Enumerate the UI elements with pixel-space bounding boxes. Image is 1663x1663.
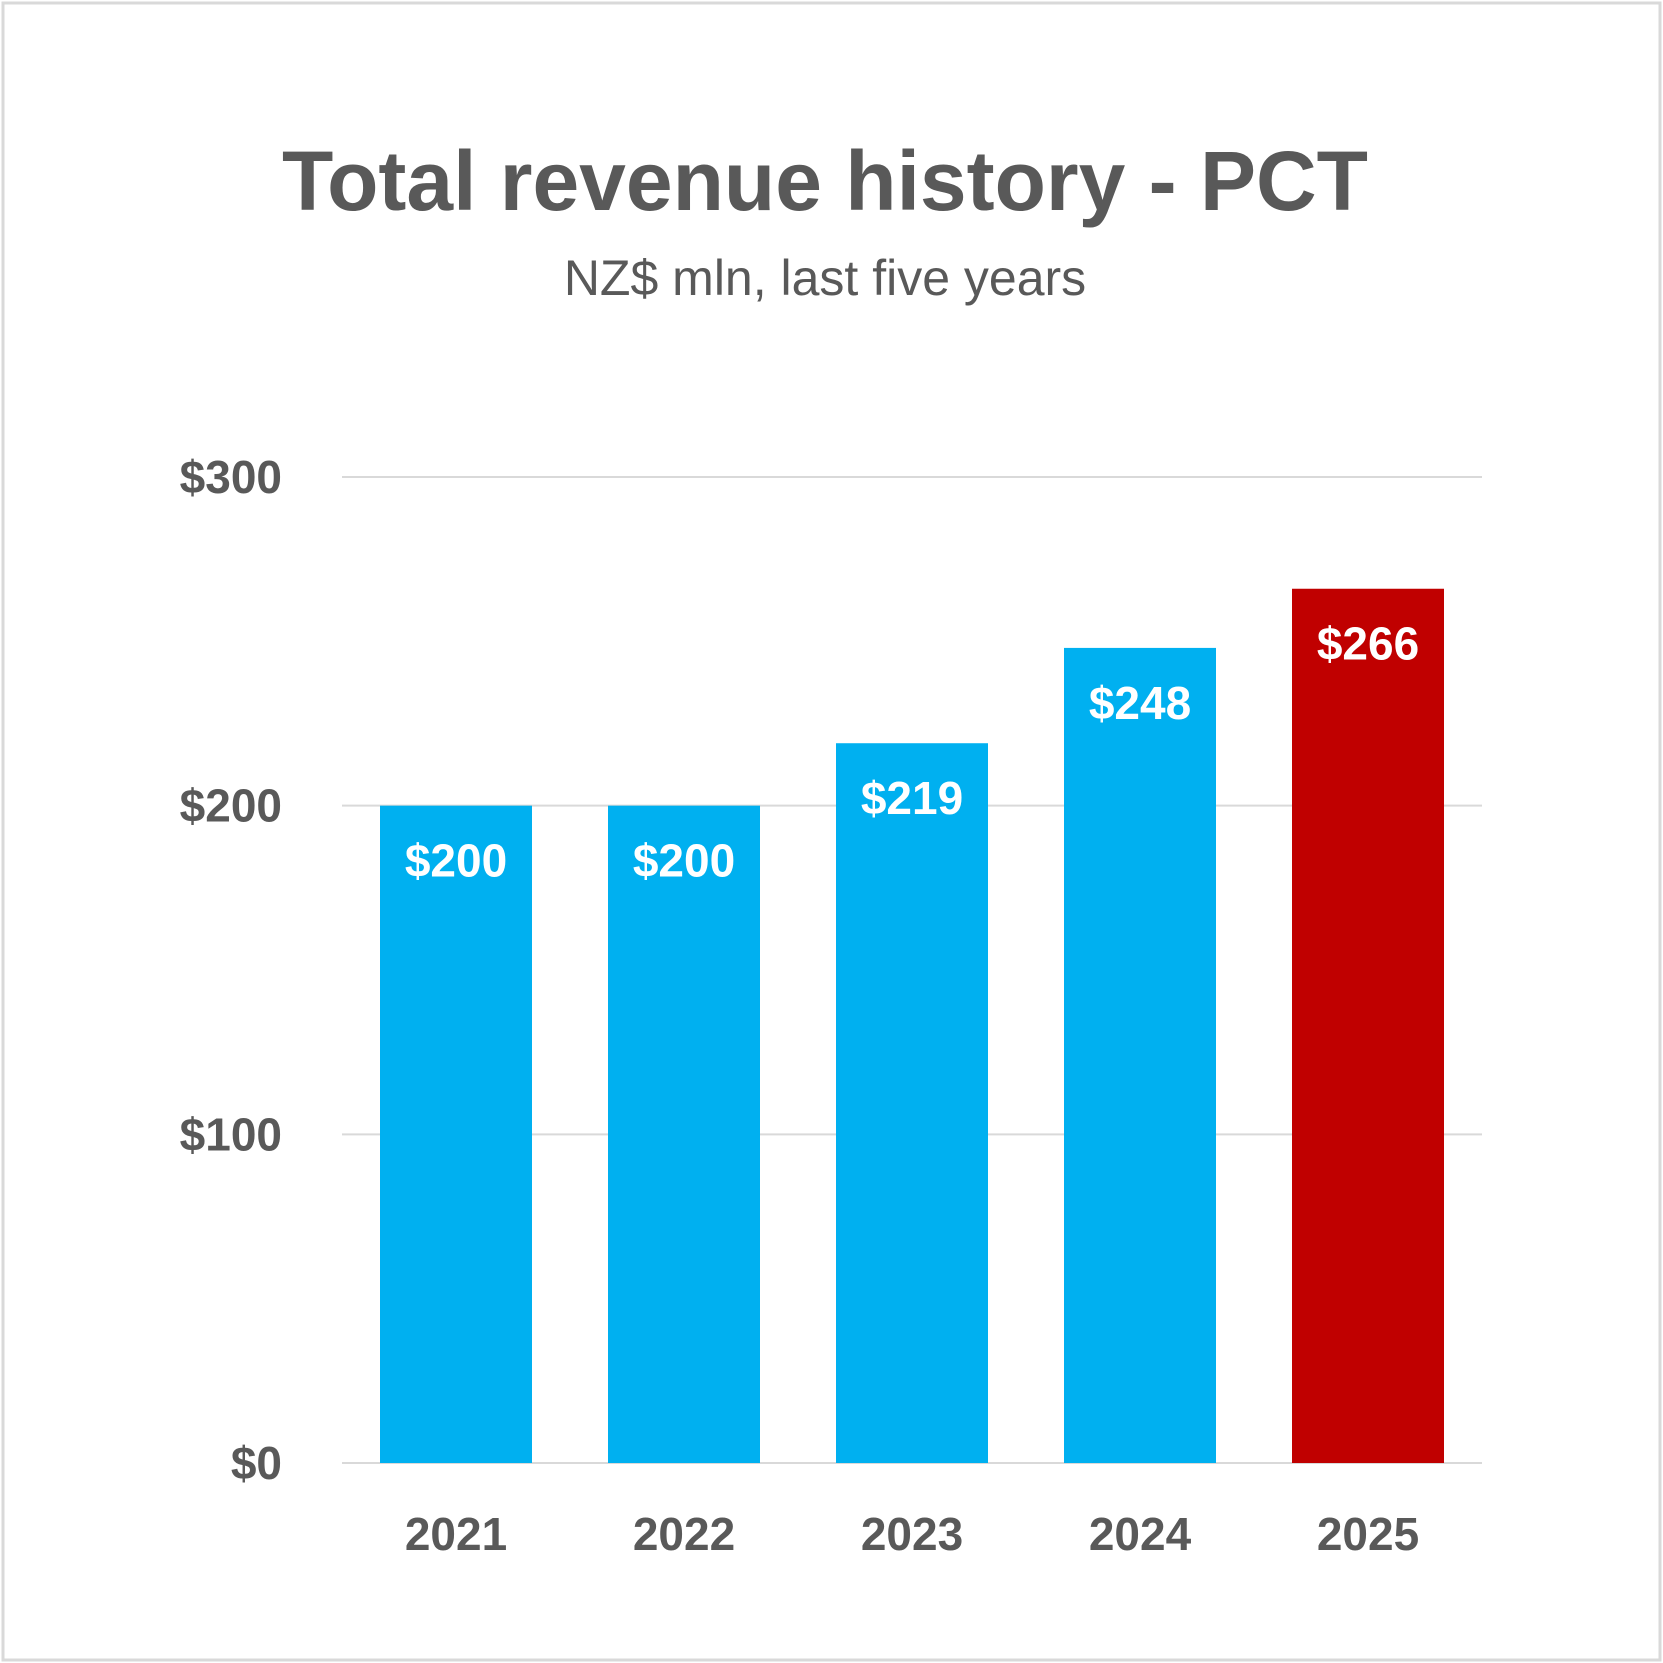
bar-2022 [608,805,760,1463]
x-tick-label-2023: 2023 [861,1508,963,1560]
bar-2023 [836,743,988,1463]
data-label-2025: $266 [1317,618,1419,670]
data-label-2023: $219 [861,772,963,824]
x-tick-label-2025: 2025 [1317,1508,1419,1560]
chart-subtitle: NZ$ mln, last five years [564,250,1086,306]
bar-2021 [380,805,532,1463]
x-tick-label-2024: 2024 [1089,1508,1192,1560]
data-label-2022: $200 [633,835,735,887]
chart-title: Total revenue history - PCT [282,134,1368,228]
y-tick-label: $0 [231,1437,282,1489]
x-axis-category-labels: 2021 2022 2023 2024 2025 [405,1508,1419,1560]
x-tick-label-2022: 2022 [633,1508,735,1560]
y-tick-label: $200 [180,780,282,832]
data-label-2024: $248 [1089,677,1191,729]
data-labels: $200 $200 $219 $248 $266 [405,618,1419,887]
x-tick-label-2021: 2021 [405,1508,507,1560]
y-tick-label: $100 [180,1108,282,1160]
bar-2024 [1064,647,1216,1463]
bars [380,588,1444,1463]
data-label-2021: $200 [405,835,507,887]
y-axis-tick-labels: $0 $100 $200 $300 [180,451,282,1489]
bar-2025 [1292,588,1444,1463]
y-tick-label: $300 [180,451,282,503]
